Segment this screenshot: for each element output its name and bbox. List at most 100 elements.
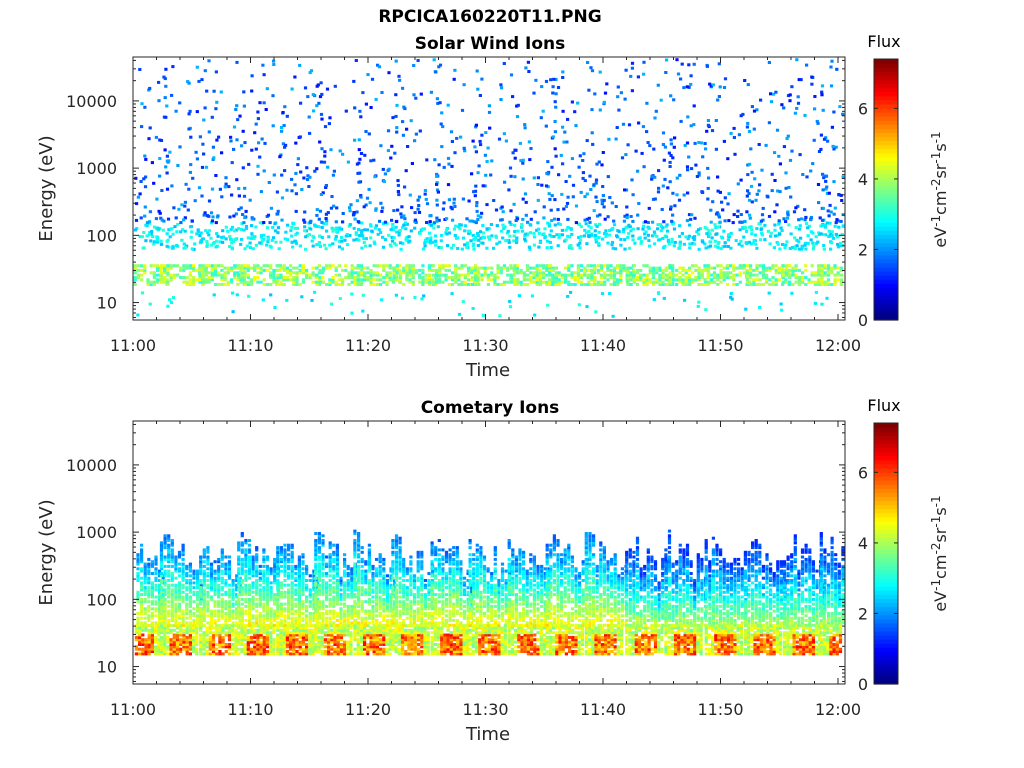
spectrogram-cell xyxy=(675,268,679,272)
spectrogram-cell xyxy=(754,242,758,246)
spectrogram-cell xyxy=(147,628,151,632)
spectrogram-cell xyxy=(723,219,727,223)
spectrogram-cell xyxy=(234,212,238,216)
spectrogram-cell xyxy=(331,280,335,284)
spectrogram-cell xyxy=(202,640,206,644)
colorbar-band xyxy=(874,315,898,321)
spectrogram-cell xyxy=(224,624,228,628)
spectrogram-cell xyxy=(311,93,315,97)
spectrogram-cell xyxy=(582,234,587,238)
spectrogram-cell xyxy=(220,593,224,597)
spectrogram-cell xyxy=(147,593,151,597)
spectrogram-cell xyxy=(470,271,474,275)
spectrogram-cell xyxy=(357,266,361,270)
spectrogram-cell xyxy=(688,223,692,227)
spectrogram-cell xyxy=(220,604,224,608)
spectrogram-cell xyxy=(187,187,191,191)
spectrogram-cell xyxy=(202,633,206,637)
spectrogram-cell xyxy=(545,283,549,286)
spectrogram-cell xyxy=(661,143,665,146)
spectrogram-cell xyxy=(234,652,238,656)
spectrogram-cell xyxy=(199,579,203,582)
spectrogram-cell xyxy=(165,104,169,108)
spectrogram-cell xyxy=(667,151,671,155)
spectrogram-cell xyxy=(255,548,259,552)
spectrogram-cell xyxy=(213,560,217,564)
spectrogram-cell xyxy=(396,208,400,212)
spectrogram-cell xyxy=(221,640,225,644)
spectrogram-cell xyxy=(181,614,185,618)
spectrogram-cell xyxy=(760,233,764,237)
spectrogram-cell xyxy=(742,264,746,268)
spectrogram-cell xyxy=(249,647,254,651)
spectrogram-cell xyxy=(427,273,431,277)
spectrogram-cell xyxy=(221,240,225,244)
colorbar-band xyxy=(874,116,898,121)
spectrogram-cell xyxy=(215,628,219,632)
spectrogram-cell xyxy=(350,311,354,315)
spectrogram-cell xyxy=(322,221,326,225)
spectrogram-cell xyxy=(388,273,392,277)
spectrogram-cell xyxy=(332,169,336,173)
spectrogram-cell xyxy=(359,264,363,268)
spectrogram-cell xyxy=(247,572,252,575)
spectrogram-cell xyxy=(344,264,348,268)
spectrogram-cell xyxy=(174,623,178,627)
spectrogram-cell xyxy=(165,187,170,191)
spectrogram-cell xyxy=(252,237,256,240)
spectrogram-cell xyxy=(592,209,596,213)
spectrogram-cell xyxy=(330,226,334,230)
spectrogram-cell xyxy=(578,246,582,250)
spectrogram-cell xyxy=(752,109,757,113)
spectrogram-cell xyxy=(209,586,214,590)
spectrogram-cell xyxy=(557,283,561,286)
spectrogram-cell xyxy=(177,590,182,594)
spectrogram-cell xyxy=(502,283,507,286)
spectrogram-cell xyxy=(256,266,260,270)
spectrogram-cell xyxy=(734,239,738,243)
spectrogram-cell xyxy=(209,569,214,573)
spectrogram-cell xyxy=(476,268,480,272)
spectrogram-cell xyxy=(170,609,174,613)
spectrogram-cell xyxy=(417,204,421,207)
spectrogram-cell xyxy=(535,280,539,284)
spectrogram-cell xyxy=(780,308,784,312)
spectrogram-cell xyxy=(429,236,433,240)
spectrogram-cell xyxy=(226,229,230,233)
spectrogram-cell xyxy=(260,239,265,243)
spectrogram-cell xyxy=(140,612,144,615)
spectrogram-cell xyxy=(235,612,239,615)
spectrogram-cell xyxy=(375,278,379,282)
spectrogram-cell xyxy=(778,162,782,166)
spectrogram-cell xyxy=(208,626,212,630)
spectrogram-cell xyxy=(196,581,200,585)
spectrogram-cell xyxy=(611,227,615,230)
spectrogram-cell xyxy=(545,280,549,284)
spectrogram-cell xyxy=(223,271,227,275)
spectrogram-cell xyxy=(337,278,341,282)
spectrogram-cell xyxy=(705,232,709,236)
spectrogram-cell xyxy=(206,609,210,613)
spectrogram-cell xyxy=(228,235,232,238)
spectrogram-cell xyxy=(244,597,248,601)
spectrogram-cell xyxy=(658,280,662,284)
spectrogram-cell xyxy=(319,160,323,164)
spectrogram-cell xyxy=(667,242,671,246)
spectrogram-cell xyxy=(375,271,379,275)
spectrogram-cell xyxy=(616,95,620,99)
spectrogram-cell xyxy=(313,169,317,173)
spectrogram-cell xyxy=(226,280,230,284)
spectrogram-cell xyxy=(385,264,389,268)
spectrogram-cell xyxy=(411,283,415,286)
spectrogram-cell xyxy=(244,209,248,213)
spectrogram-cell xyxy=(788,247,792,250)
spectrogram-cell xyxy=(341,283,345,286)
spectrogram-cell xyxy=(152,181,156,185)
spectrogram-cell xyxy=(140,581,144,585)
spectrogram-cell xyxy=(661,271,665,275)
spectrogram-cell xyxy=(141,628,145,632)
spectrogram-cell xyxy=(499,98,503,101)
spectrogram-cell xyxy=(179,626,183,630)
spectrogram-cell xyxy=(169,278,173,282)
